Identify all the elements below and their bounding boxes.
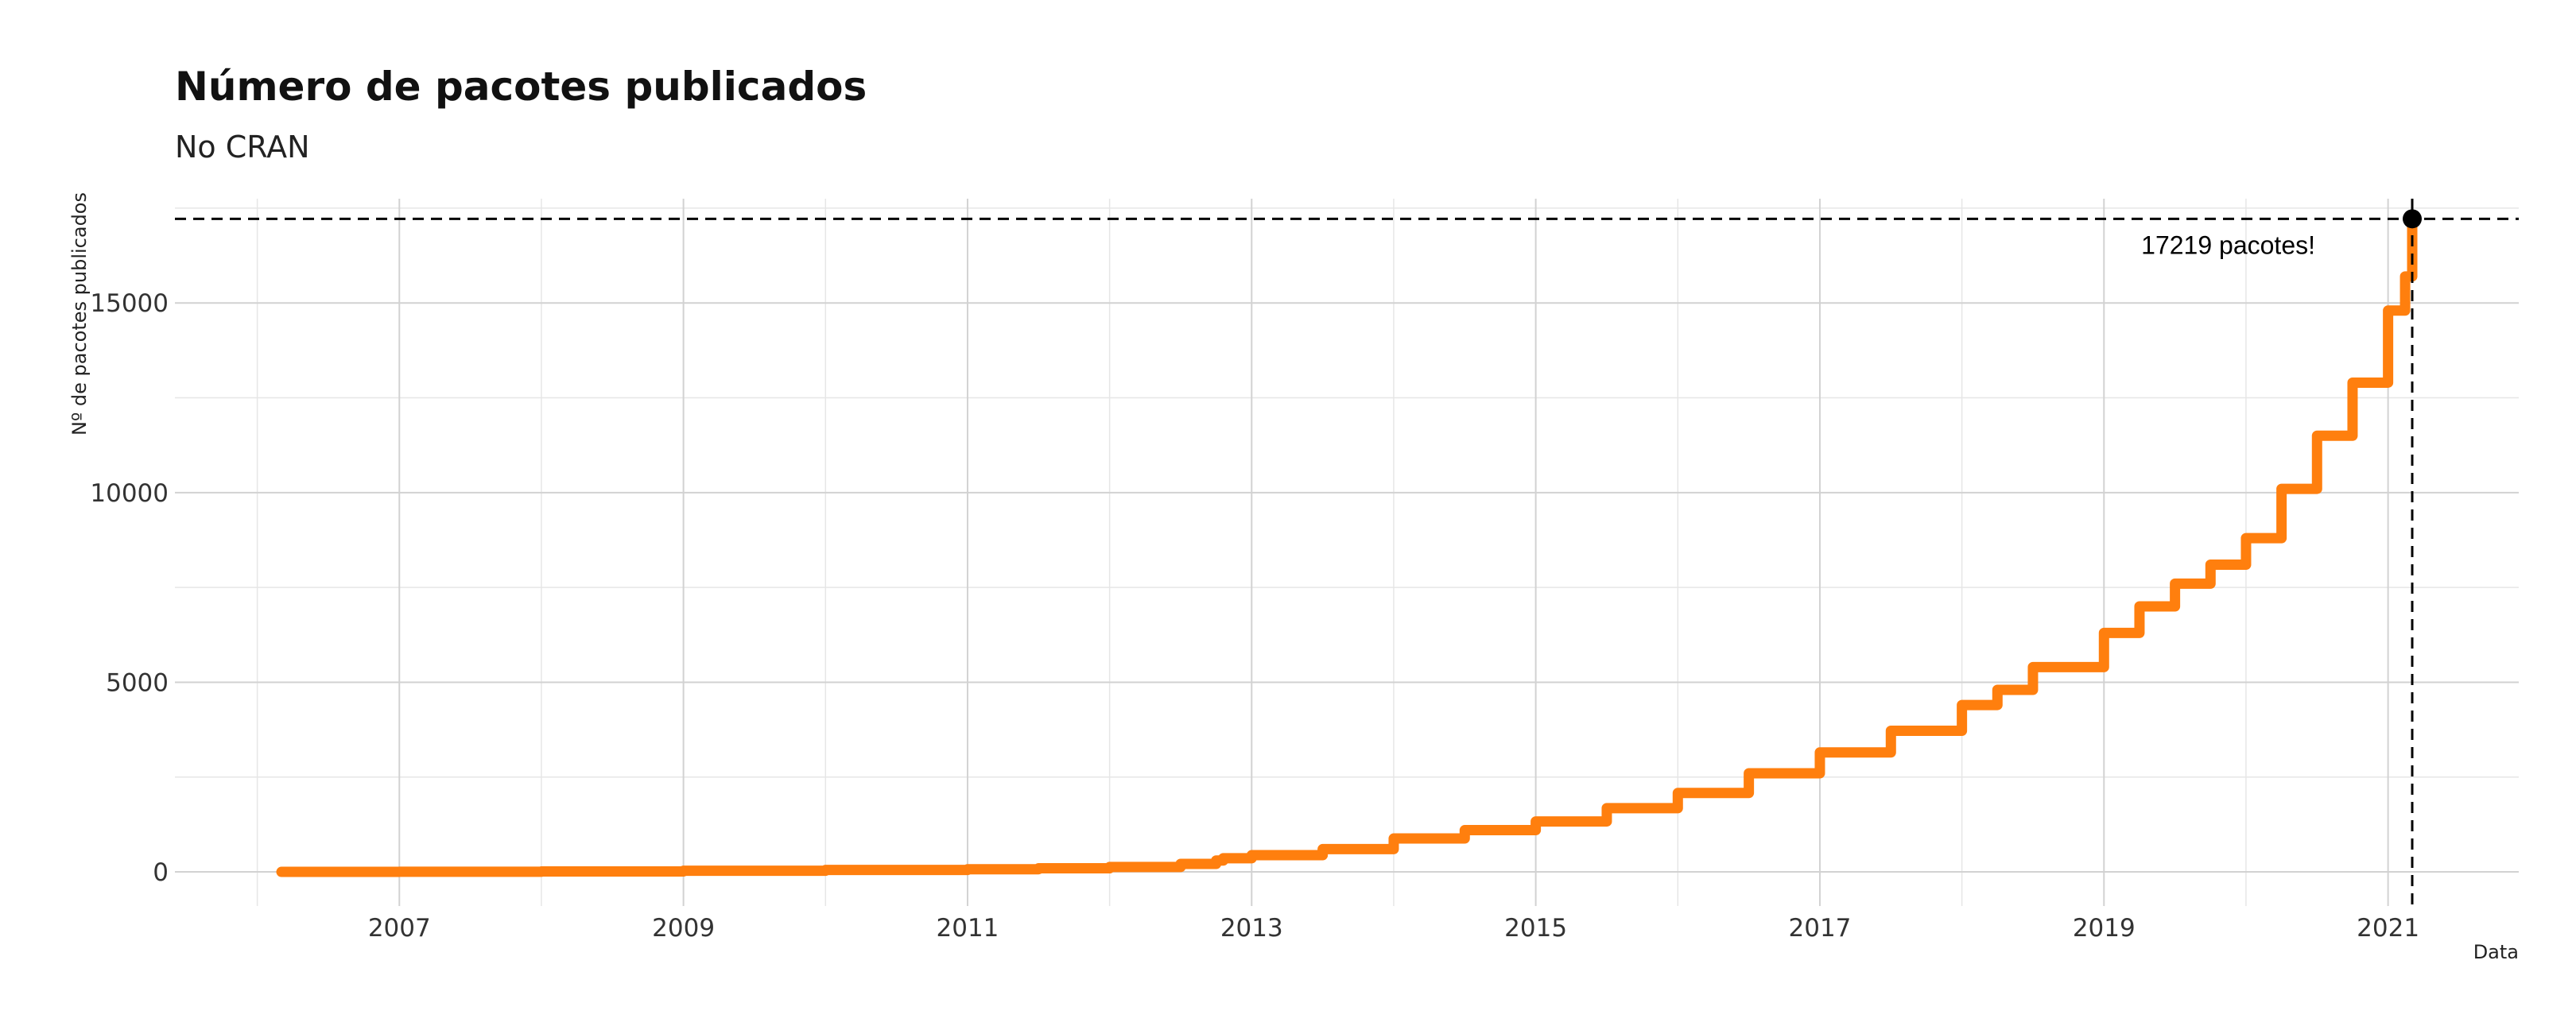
- y-tick-label: 15000: [90, 289, 169, 318]
- chart-title: Número de pacotes publicados: [175, 64, 867, 110]
- x-tick-label: 2017: [1789, 914, 1852, 943]
- x-tick-label: 2015: [1504, 914, 1567, 943]
- x-tick-label: 2013: [1220, 914, 1283, 943]
- chart-subtitle: No CRAN: [175, 130, 310, 165]
- reference-annotation: 17219 pacotes!: [2141, 230, 2315, 259]
- x-tick-label: 2021: [2357, 914, 2419, 943]
- x-tick-label: 2019: [2073, 914, 2136, 943]
- x-tick-labels: 2007 2009 2011 2013 2015 2017 2019 2021: [368, 914, 2419, 943]
- x-tick-label: 2007: [368, 914, 431, 943]
- y-tick-label: 0: [153, 858, 169, 887]
- reference-point: [2403, 209, 2422, 229]
- series-layer: [276, 213, 2418, 877]
- y-tick-label: 5000: [106, 668, 169, 697]
- x-axis-label: Data: [2473, 941, 2519, 963]
- y-tick-label: 10000: [90, 479, 169, 508]
- y-axis-label: Nº de pacotes publicados: [68, 192, 91, 436]
- x-tick-label: 2011: [937, 914, 999, 943]
- y-tick-labels: 0 5000 10000 15000: [90, 289, 169, 887]
- plot-grid: [175, 199, 2519, 906]
- x-tick-label: 2009: [652, 914, 715, 943]
- series-line: [276, 213, 2418, 877]
- reference-layer: [175, 199, 2519, 906]
